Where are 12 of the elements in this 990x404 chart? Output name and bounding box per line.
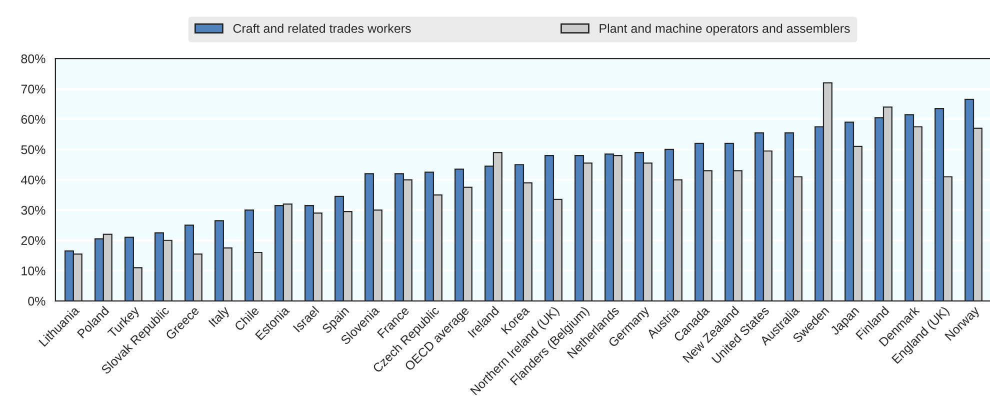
y-tick-label: 50% — [21, 145, 46, 154]
y-tick-label: 80% — [21, 54, 46, 64]
x-tick-label: Italy — [208, 305, 232, 329]
legend-label: Craft and related trades workers — [233, 24, 411, 33]
y-tick-label: 0% — [28, 296, 46, 306]
y-tick-label: 40% — [20, 176, 46, 184]
y-tick-label: 20% — [21, 236, 46, 246]
y-tick-label: 30% — [21, 206, 46, 215]
y-tick-label: 70% — [21, 84, 46, 94]
y-tick-label: 10% — [22, 266, 46, 276]
y-tick-label: 60% — [21, 114, 46, 124]
legend-label: Plant and machine operators and assemblers — [600, 24, 850, 36]
